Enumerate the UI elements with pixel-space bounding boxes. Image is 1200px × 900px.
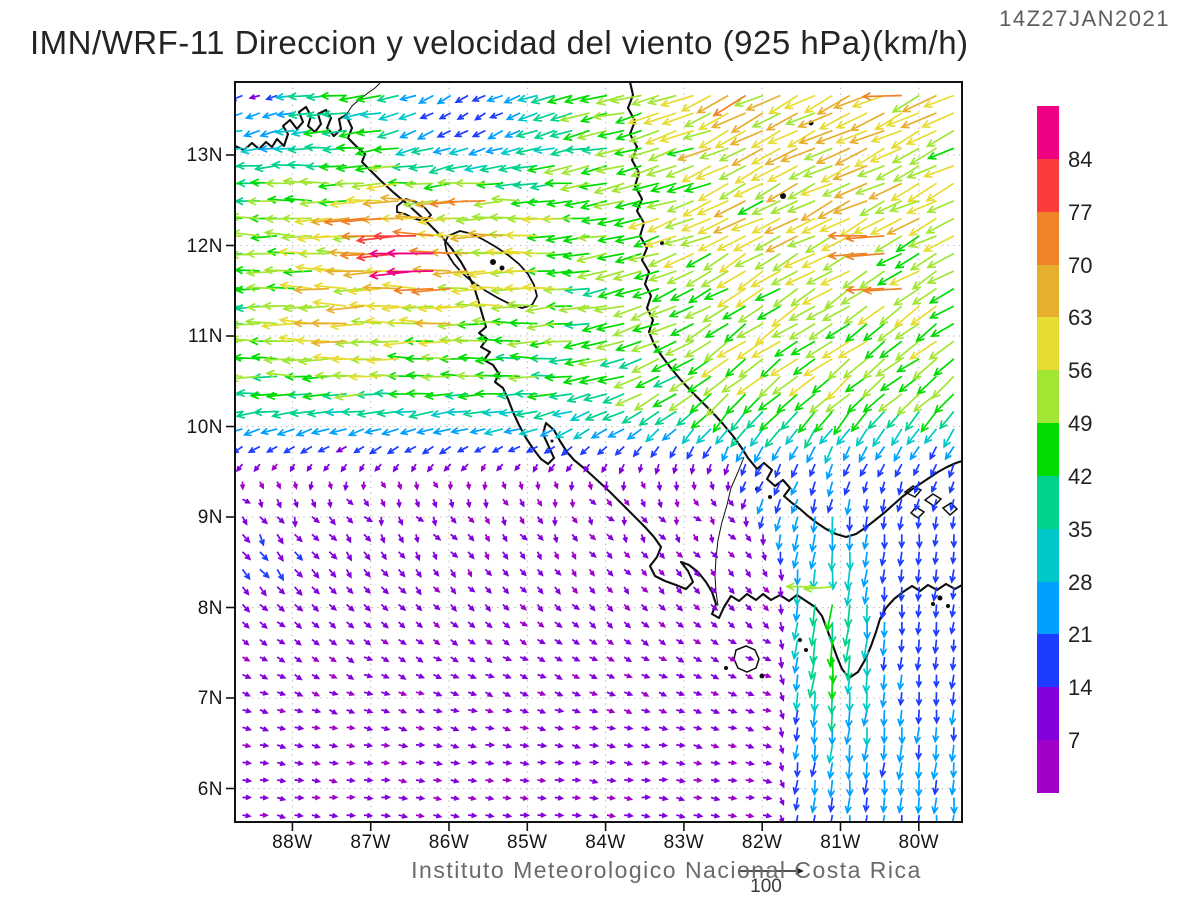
lat-axis-label: 10N — [186, 416, 223, 438]
map-frame — [234, 81, 963, 823]
colorbar-level-label: 49 — [1068, 411, 1093, 437]
island-outline — [733, 645, 760, 673]
colorbar-segment — [1037, 634, 1059, 688]
island-dot — [660, 241, 664, 245]
colorbar-level-label: 63 — [1068, 305, 1093, 331]
lon-axis-label: 88W — [272, 832, 313, 853]
island-dot — [490, 259, 496, 265]
colorbar-level-label: 7 — [1068, 728, 1081, 754]
lon-axis-label: 81W — [820, 832, 861, 853]
island-dot — [768, 495, 772, 499]
island-outline — [903, 485, 923, 498]
lon-axis-label: 87W — [350, 832, 391, 853]
lon-axis-label: 82W — [741, 832, 783, 853]
lon-axis-label: 85W — [507, 832, 548, 853]
lat-axis-label: 12N — [186, 235, 223, 257]
wind-vector-group — [235, 91, 955, 701]
colorbar-level-label: 42 — [1068, 463, 1093, 489]
wind-vectors-layer — [235, 91, 958, 822]
lat-axis-label: 13N — [186, 145, 223, 166]
island-dot — [937, 595, 943, 601]
institution-footer: Instituto Meteorologico Nacional Costa R… — [411, 857, 922, 883]
lon-axis-label: 86W — [428, 832, 470, 853]
lat-axis-label: 11N — [188, 326, 223, 347]
lat-axis-label: 6N — [197, 778, 223, 800]
lat-axis-label: 9N — [197, 507, 223, 528]
colorbar-segment — [1037, 581, 1059, 635]
lon-axis-label: 84W — [585, 832, 626, 853]
island-dot — [798, 638, 802, 642]
lon-axis-label: 83W — [663, 832, 705, 853]
wind-vector-group — [260, 94, 955, 401]
wind-vector-group — [368, 248, 434, 280]
colorbar-segment — [1037, 528, 1059, 583]
island-dot — [946, 604, 950, 608]
colorbar-level-label: 56 — [1068, 358, 1093, 384]
colorbar-level-label: 28 — [1068, 569, 1093, 595]
coastline — [626, 82, 962, 539]
island-dot — [499, 265, 505, 271]
lake-outline — [444, 230, 538, 309]
chart-title: IMN/WRF-11 Direccion y velocidad del vie… — [30, 24, 969, 61]
lat-axis-label: 8N — [197, 597, 223, 619]
island-dot — [724, 666, 728, 670]
colorbar-segment — [1037, 158, 1059, 213]
colorbar-segment — [1037, 687, 1059, 741]
island-outline — [941, 502, 959, 517]
colorbar-level-label: 14 — [1068, 675, 1093, 701]
colorbar-segment — [1037, 475, 1059, 530]
wind-vector-group — [235, 93, 785, 822]
colorbar-segment — [1037, 211, 1059, 266]
island-dot — [931, 602, 935, 606]
reference-vector-arrow — [740, 867, 804, 875]
colorbar-level-label: 35 — [1068, 516, 1093, 542]
colorbar-segment — [1037, 317, 1059, 371]
reference-vector-label: 100 — [750, 876, 782, 897]
valid-time-label: 14Z27JAN2021 — [999, 6, 1170, 31]
island-outline — [909, 506, 926, 519]
island-outline — [923, 493, 943, 507]
colorbar-segment — [1037, 264, 1059, 318]
island-dot — [804, 648, 808, 652]
colorbar-level-label: 84 — [1068, 146, 1093, 172]
country-border — [714, 456, 745, 607]
wind-vector-group — [235, 92, 955, 733]
island-dot — [780, 193, 786, 199]
wind-vector-group — [235, 94, 955, 593]
colorbar-level-label: 70 — [1068, 252, 1093, 278]
colorbar-segment — [1037, 423, 1059, 477]
wind-vector-group — [323, 92, 902, 296]
island-dot — [550, 439, 554, 443]
wind-vector-group — [292, 94, 937, 347]
frame-layer — [226, 81, 963, 831]
lat-axis-label: 7N — [197, 688, 223, 709]
colorbar-segment — [1037, 370, 1059, 424]
colorbar-segment — [1037, 740, 1059, 794]
lon-axis-label: 80W — [898, 832, 940, 853]
colorbar-segment — [1037, 106, 1059, 160]
wind-vector-group — [239, 463, 773, 819]
wind-vector-group — [235, 94, 958, 822]
wind-vector-group — [355, 231, 417, 262]
colorbar-level-label: 21 — [1068, 622, 1093, 648]
colorbar-level-label: 77 — [1068, 199, 1093, 225]
